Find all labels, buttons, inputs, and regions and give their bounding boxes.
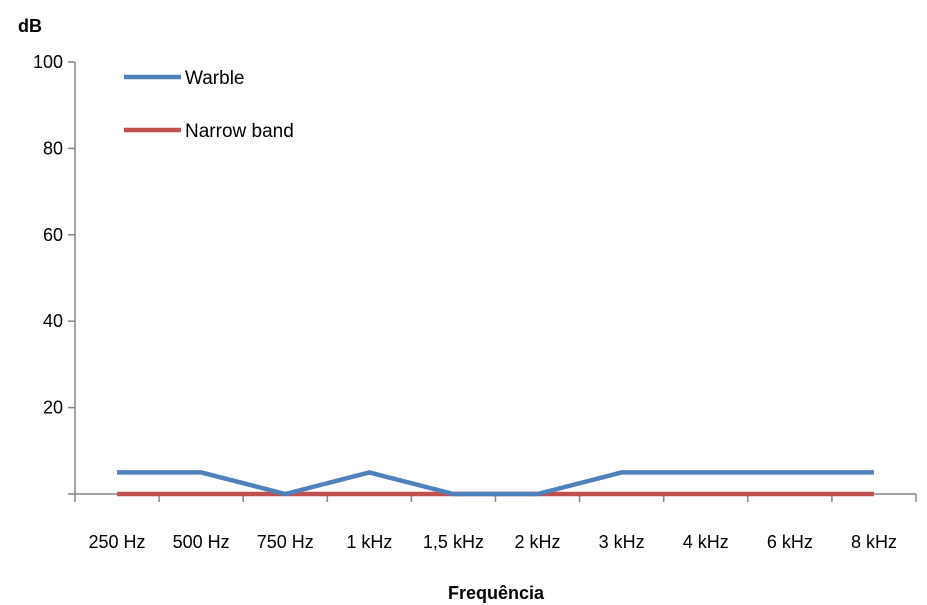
x-tick-label: 6 kHz: [767, 532, 813, 552]
y-axis-ticks: 20 40 60 80 100: [33, 52, 75, 494]
x-tick-label: 250 Hz: [89, 532, 146, 552]
y-axis-title: dB: [18, 16, 42, 36]
y-tick-label: 60: [43, 225, 63, 245]
series-line-0: [117, 472, 874, 494]
x-tick-label: 500 Hz: [173, 532, 230, 552]
x-tick-label: 1 kHz: [346, 532, 392, 552]
x-tick-label: 3 kHz: [599, 532, 645, 552]
x-tick-label: 2 kHz: [515, 532, 561, 552]
legend-label-0: Warble: [185, 68, 244, 89]
legend-label-1: Narrow band: [185, 121, 294, 142]
x-axis-title: Frequência: [448, 583, 545, 603]
series-lines: [117, 472, 874, 494]
y-tick-label: 20: [43, 398, 63, 418]
y-tick-label: 100: [33, 52, 63, 72]
x-axis-ticks: 250 Hz 500 Hz 750 Hz 1 kHz 1,5 kHz 2 kHz 3 kHz…: [75, 494, 916, 552]
x-tick-label: 750 Hz: [257, 532, 314, 552]
x-tick-label: 4 kHz: [683, 532, 729, 552]
x-tick-label: 1,5 kHz: [423, 532, 484, 552]
y-tick-label: 80: [43, 138, 63, 158]
x-tick-label: 8 kHz: [851, 532, 897, 552]
legend: Warble Narrow band: [124, 68, 294, 142]
y-tick-label: 40: [43, 311, 63, 331]
